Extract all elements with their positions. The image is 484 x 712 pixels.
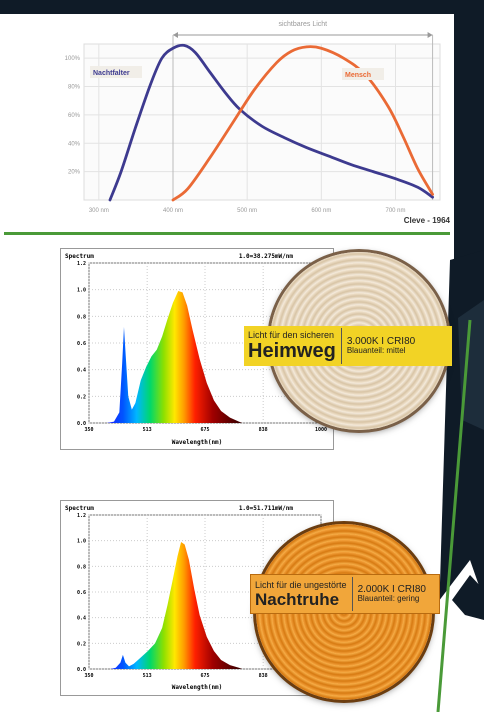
- x-tick-label: 513: [143, 427, 152, 433]
- series-line-nachtfalter: [108, 43, 434, 202]
- x-tick-label: 700 nm: [385, 208, 405, 214]
- spectrum-xlabel: Wavelength(nm): [172, 684, 223, 691]
- x-tick-label: 350: [84, 673, 93, 679]
- y-tick-label: 0.6: [77, 590, 86, 596]
- y-tick-label: 0.4: [77, 616, 86, 622]
- top-dark-bar: [0, 0, 484, 14]
- x-tick-label: 1000: [315, 427, 327, 433]
- x-tick-label: 513: [143, 673, 152, 679]
- x-tick-label: 675: [200, 427, 209, 433]
- spectrum-title: Spectrum: [65, 505, 94, 512]
- y-tick-label: 1.2: [77, 261, 86, 267]
- lamp-blue-share: Blauanteil: gering: [357, 594, 420, 604]
- x-tick-label: 300 nm: [89, 208, 109, 214]
- spectrum-title: Spectrum: [65, 253, 94, 260]
- spectrum-area: [106, 291, 243, 423]
- y-tick-label: 1.0: [77, 539, 86, 545]
- y-tick-label: 80%: [68, 85, 81, 91]
- spectrum-unit: 1.0=51.711mW/nm: [238, 505, 293, 512]
- lamp-label-small: Licht für den sicheren: [248, 330, 335, 340]
- y-tick-label: 20%: [68, 170, 81, 176]
- spectrum-area: [110, 541, 243, 669]
- series-line-mensch: [171, 45, 434, 202]
- y-tick-label: 1.0: [77, 288, 86, 294]
- y-tick-label: 0.0: [77, 421, 86, 427]
- x-tick-label: 400 nm: [163, 208, 183, 214]
- x-tick-label: 838: [259, 427, 268, 433]
- y-tick-label: 0.6: [77, 341, 86, 347]
- y-tick-label: 0.0: [77, 667, 86, 673]
- lamp-label-big: Nachtruhe: [255, 589, 340, 609]
- y-tick-label: 0.8: [77, 314, 86, 320]
- green-divider: [4, 232, 450, 235]
- sensitivity-chart-panel: 20% 40% 60% 80% 100% 300 nm 400 nm 500 nm 600 nm…: [0, 14, 454, 232]
- arrow-head-right: [427, 32, 433, 38]
- spectrum-unit: 1.0=38.275mW/nm: [238, 253, 293, 260]
- y-tick-label: 0.4: [77, 368, 86, 374]
- y-tick-label: 0.2: [77, 641, 86, 647]
- x-tick-label: 675: [200, 673, 209, 679]
- x-tick-label: 600 nm: [311, 208, 331, 214]
- label-separator: [340, 328, 342, 364]
- legend-box: [342, 68, 384, 80]
- x-tick-label: 838: [259, 673, 268, 679]
- y-tick-label: 40%: [68, 141, 81, 147]
- lamp-label-big: Heimweg: [248, 340, 336, 362]
- lamp-2000k-label: Licht für die ungestörte Nachtruhe 2.000…: [250, 574, 440, 614]
- spectrum-xlabel: Wavelength(nm): [171, 439, 223, 446]
- sensitivity-chart: 20% 40% 60% 80% 100% 300 nm 400 nm 500 nm 600 nm…: [65, 21, 441, 214]
- y-tick-label: 1.2: [77, 513, 86, 519]
- legend-label: Mensch: [345, 72, 371, 79]
- lamp-spec: 3.000K I CRI80: [346, 336, 416, 348]
- legend-label: Nachtfalter: [93, 70, 130, 77]
- legend-box: [90, 66, 142, 78]
- lamp-label-small: Licht für die ungestörte: [255, 579, 347, 590]
- chart-source: Cleve - 1964: [403, 216, 450, 225]
- label-separator: [351, 577, 353, 611]
- x-tick-label: 500 nm: [237, 208, 257, 214]
- lamp-3000k-label: Licht für den sicheren Heimweg 3.000K I …: [244, 326, 452, 366]
- lamp-blue-share: Blauanteil: mittel: [346, 346, 406, 356]
- lamp-spec: 2.000K I CRI80: [357, 584, 426, 596]
- arrow-head-left: [173, 32, 178, 38]
- y-tick-label: 0.8: [77, 564, 86, 570]
- x-tick-label: 350: [84, 427, 93, 433]
- y-tick-label: 0.2: [77, 394, 86, 400]
- y-tick-label: 60%: [68, 113, 81, 119]
- visible-range-label: sichtbares Licht: [278, 21, 327, 28]
- y-tick-label: 100%: [65, 56, 81, 62]
